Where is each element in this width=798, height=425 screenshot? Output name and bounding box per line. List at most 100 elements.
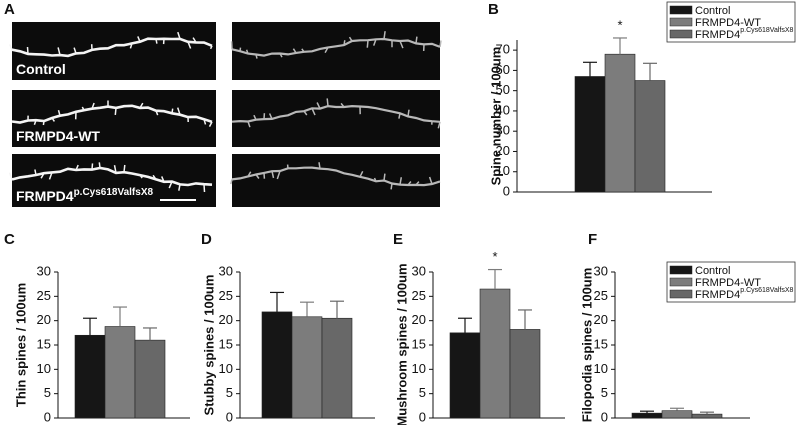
- bar: [691, 413, 723, 419]
- image-label-main: FRMPD4-WT: [16, 128, 100, 144]
- legend-label-sup: p.Cys618ValfsX8: [740, 287, 793, 294]
- y-axis-label: Mushroom spines / 100um: [394, 263, 409, 425]
- y-tick-label: 20: [412, 312, 426, 327]
- dendrite: [231, 104, 441, 123]
- spines: [27, 100, 213, 127]
- image-label: Control: [16, 61, 66, 77]
- y-tick-label: 25: [219, 288, 233, 303]
- y-tick-label: 0: [226, 409, 233, 424]
- legend-label-main: Control: [695, 5, 730, 17]
- dendrite: [11, 166, 213, 187]
- image-label-main: Control: [16, 61, 66, 77]
- error-bar: [300, 301, 314, 317]
- legend-label-main: FRMPD4: [695, 29, 740, 41]
- significance-mark: *: [617, 17, 622, 32]
- error-bar: [458, 317, 472, 333]
- y-axis-label: Stubby spines / 100um: [201, 275, 216, 416]
- y-tick-label: 10: [37, 361, 51, 376]
- y-tick-label: 10: [594, 361, 608, 376]
- y-tick-label: 5: [601, 385, 608, 400]
- y-tick-label: 25: [412, 288, 426, 303]
- y-tick-label: 25: [594, 288, 608, 303]
- bar: [291, 316, 323, 419]
- bar: [631, 412, 663, 419]
- legend-label: FRMPD4p.Cys618ValfsX8: [695, 27, 794, 41]
- error-bar: [583, 61, 597, 77]
- bar: [104, 326, 136, 419]
- micrograph: [12, 90, 216, 147]
- legend-label-sup: p.Cys618ValfsX8: [740, 27, 793, 34]
- y-tick-label: 0: [503, 183, 510, 198]
- bar: [574, 76, 606, 193]
- error-bar: [113, 306, 127, 327]
- error-bar: [640, 410, 654, 414]
- dendrite: [231, 37, 441, 57]
- micrograph: [232, 154, 440, 207]
- error-bar: [83, 317, 97, 336]
- legend-label: Control: [695, 5, 730, 17]
- micrograph: [12, 154, 216, 207]
- legend-label: FRMPD4-WT: [695, 17, 761, 29]
- y-tick-label: 30: [594, 263, 608, 278]
- legend-label-main: FRMPD4-WT: [695, 277, 761, 289]
- bar: [604, 53, 636, 193]
- y-tick-label: 5: [44, 385, 51, 400]
- spines: [230, 162, 433, 190]
- y-tick-label: 30: [496, 123, 510, 138]
- image-label: FRMPD4-WT: [16, 128, 100, 144]
- bar: [134, 339, 166, 419]
- error-bar: [488, 268, 502, 290]
- y-tick-label: 0: [601, 409, 608, 424]
- y-tick-label: 20: [594, 312, 608, 327]
- legend-swatch: [669, 5, 693, 15]
- y-axis-label: Thin spines / 100um: [13, 283, 28, 407]
- y-axis-label: Spine number / 100um: [488, 47, 503, 186]
- legend-swatch: [669, 289, 693, 299]
- legend-label-main: Control: [695, 265, 730, 277]
- legend-swatch: [669, 17, 693, 27]
- panel-letter: B: [488, 1, 499, 18]
- dendrite: [11, 37, 213, 58]
- bar: [321, 317, 353, 419]
- legend-label-main: FRMPD4: [695, 289, 740, 301]
- error-bar: [643, 62, 657, 81]
- error-bar: [143, 327, 157, 341]
- bar: [509, 329, 541, 419]
- y-tick-label: 10: [412, 361, 426, 376]
- micrograph: [12, 22, 216, 80]
- error-bar: [700, 411, 714, 415]
- spines: [9, 31, 213, 56]
- bar: [634, 80, 666, 193]
- y-tick-label: 15: [594, 336, 608, 351]
- y-tick-label: 5: [226, 385, 233, 400]
- bar: [449, 332, 481, 419]
- error-bar: [518, 309, 532, 330]
- y-tick-label: 30: [219, 263, 233, 278]
- error-bar: [330, 300, 344, 319]
- y-tick-label: 20: [37, 312, 51, 327]
- error-bar: [270, 291, 284, 312]
- bar: [261, 311, 293, 419]
- spines: [230, 31, 442, 59]
- legend-label: FRMPD4p.Cys618ValfsX8: [695, 287, 794, 301]
- y-tick-label: 30: [412, 263, 426, 278]
- significance-mark: *: [492, 249, 497, 264]
- y-tick-label: 70: [496, 42, 510, 57]
- y-tick-label: 10: [496, 163, 510, 178]
- y-tick-label: 20: [496, 143, 510, 158]
- y-tick-label: 20: [219, 312, 233, 327]
- panel-letter: D: [201, 231, 212, 248]
- spines: [8, 162, 206, 193]
- y-tick-label: 10: [219, 361, 233, 376]
- legend-label: FRMPD4-WT: [695, 277, 761, 289]
- y-tick-label: 30: [37, 263, 51, 278]
- panel-letter: A: [4, 1, 15, 18]
- legend-swatch: [669, 265, 693, 275]
- error-bar: [670, 407, 684, 411]
- error-bar: [613, 37, 627, 55]
- y-tick-label: 40: [496, 102, 510, 117]
- image-label-sup: p.Cys618ValfsX8: [74, 187, 154, 198]
- y-tick-label: 15: [37, 336, 51, 351]
- legend-label: Control: [695, 265, 730, 277]
